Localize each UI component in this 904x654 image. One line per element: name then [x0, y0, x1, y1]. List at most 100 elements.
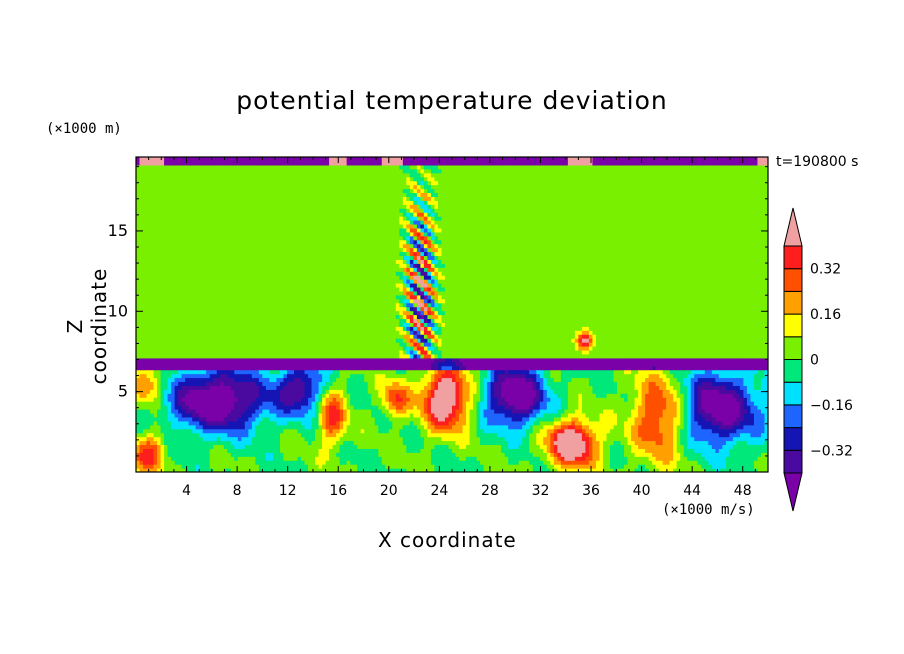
field-cell: [216, 302, 221, 308]
field-cell: [308, 196, 313, 201]
field-cell: [283, 184, 288, 190]
field-cell: [220, 160, 225, 166]
field-cell: [329, 172, 334, 178]
field-cell: [164, 220, 169, 225]
field-cell: [279, 409, 285, 414]
field-cell: [311, 381, 316, 386]
field-cell: [157, 235, 162, 241]
field-cell: [213, 385, 218, 390]
field-cell: [262, 267, 267, 272]
field-cell: [265, 338, 271, 343]
field-cell: [251, 420, 256, 426]
field-cell: [185, 188, 190, 194]
field-cell: [174, 172, 179, 178]
field-cell: [213, 279, 218, 284]
field-cell: [301, 456, 306, 461]
field-cell: [223, 255, 228, 260]
field-cell: [157, 377, 162, 383]
field-cell: [294, 361, 299, 367]
field-cell: [269, 409, 274, 414]
field-cell: [276, 393, 281, 398]
field-cell: [265, 255, 271, 260]
field-cell: [223, 286, 228, 292]
field-cell: [339, 440, 344, 446]
field-cell: [343, 428, 348, 434]
field-cell: [234, 216, 239, 221]
field-cell: [269, 373, 274, 379]
field-cell: [308, 275, 313, 280]
field-cell: [230, 200, 235, 205]
field-cell: [150, 397, 155, 402]
field-cell: [199, 428, 204, 434]
field-cell: [279, 420, 285, 426]
field-cell: [336, 271, 341, 276]
field-cell: [353, 456, 358, 461]
field-cell: [318, 318, 323, 323]
field-cell: [139, 223, 144, 229]
field-cell: [241, 294, 246, 300]
field-cell: [279, 216, 285, 221]
field-cell: [139, 157, 144, 162]
field-cell: [290, 168, 295, 174]
field-cell: [185, 405, 190, 410]
field-cell: [279, 208, 285, 213]
field-cell: [332, 369, 337, 375]
field-cell: [318, 227, 323, 233]
field-cell: [202, 385, 207, 390]
field-cell: [248, 326, 253, 331]
field-cell: [290, 306, 295, 312]
field-cell: [272, 279, 278, 284]
field-cell: [286, 424, 292, 430]
field-cell: [139, 192, 144, 197]
field-cell: [272, 428, 278, 434]
field-cell: [251, 468, 256, 472]
field-cell: [223, 251, 228, 257]
field-cell: [329, 212, 334, 217]
field-cell: [311, 196, 316, 201]
field-cell: [258, 271, 263, 276]
field-cell: [332, 208, 337, 213]
field-cell: [234, 239, 239, 245]
field-cell: [227, 235, 232, 241]
field-cell: [339, 405, 344, 410]
field-cell: [164, 405, 169, 410]
field-cell: [350, 436, 355, 442]
field-cell: [262, 322, 267, 327]
field-cell: [199, 294, 204, 300]
field-cell: [251, 279, 256, 284]
field-cell: [209, 255, 214, 260]
field-cell: [339, 263, 344, 268]
field-cell: [343, 251, 348, 257]
field-cell: [227, 318, 232, 323]
field-cell: [150, 428, 155, 434]
field-cell: [185, 334, 190, 339]
field-cell: [294, 369, 299, 375]
field-cell: [279, 361, 285, 367]
field-cell: [199, 310, 204, 316]
field-cell: [329, 440, 334, 446]
field-cell: [265, 393, 271, 398]
field-cell: [150, 342, 155, 347]
field-cell: [248, 436, 253, 442]
field-cell: [301, 204, 306, 209]
field-cell: [346, 231, 351, 237]
field-cell: [279, 342, 285, 347]
field-cell: [255, 381, 260, 386]
field-cell: [220, 271, 225, 276]
field-cell: [192, 196, 197, 201]
field-cell: [244, 318, 249, 323]
field-cell: [329, 259, 334, 264]
field-cell: [301, 251, 306, 257]
field-cell: [192, 397, 197, 402]
field-cell: [223, 318, 228, 323]
field-cell: [223, 346, 228, 351]
field-cell: [294, 302, 299, 308]
field-cell: [185, 464, 190, 469]
field-cell: [241, 448, 246, 453]
field-cell: [171, 420, 176, 426]
field-cell: [269, 271, 274, 276]
field-cell: [136, 409, 141, 414]
field-cell: [153, 369, 158, 375]
field-cell: [199, 401, 204, 406]
field-cell: [304, 338, 309, 343]
